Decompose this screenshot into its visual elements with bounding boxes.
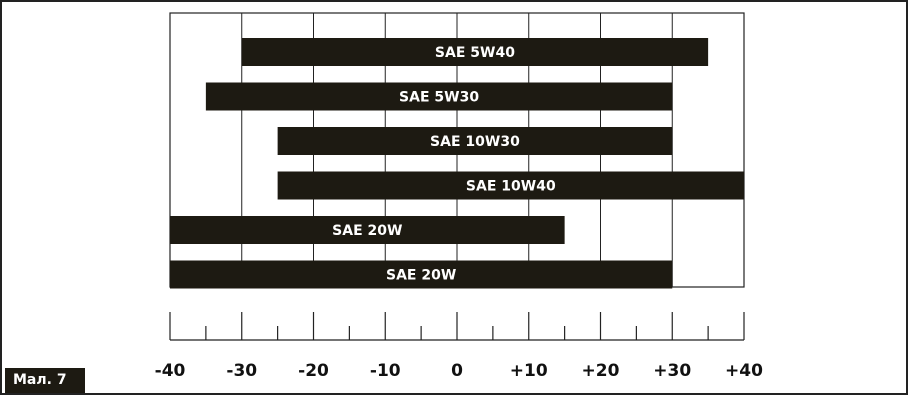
bar-label-2: SAE 5W30 (399, 90, 479, 106)
bar-label-3: SAE 10W30 (430, 134, 520, 150)
bar-5 (170, 216, 565, 244)
figure-label: Мал. 7 (5, 368, 85, 393)
x-tick-label: -30 (226, 361, 257, 381)
x-tick-label: +40 (725, 361, 763, 381)
bar-1 (241, 38, 709, 66)
bar-2 (205, 82, 673, 111)
x-tick-label: +10 (510, 361, 548, 381)
x-tick-label: 0 (451, 361, 463, 381)
bar-label-1: SAE 5W40 (435, 45, 515, 61)
x-tick-label: -20 (298, 361, 329, 381)
x-tick-label: -40 (155, 361, 186, 381)
bar-label-6: SAE 20W (386, 268, 456, 284)
x-tick-label: +20 (582, 361, 620, 381)
x-tick-label: -10 (370, 361, 401, 381)
bar-4 (277, 171, 744, 200)
bar-label-5: SAE 20W (332, 223, 402, 239)
bar-6 (170, 260, 673, 289)
x-tick-label: +30 (653, 361, 691, 381)
bar-label-4: SAE 10W40 (466, 179, 556, 195)
bar-3 (277, 127, 673, 155)
